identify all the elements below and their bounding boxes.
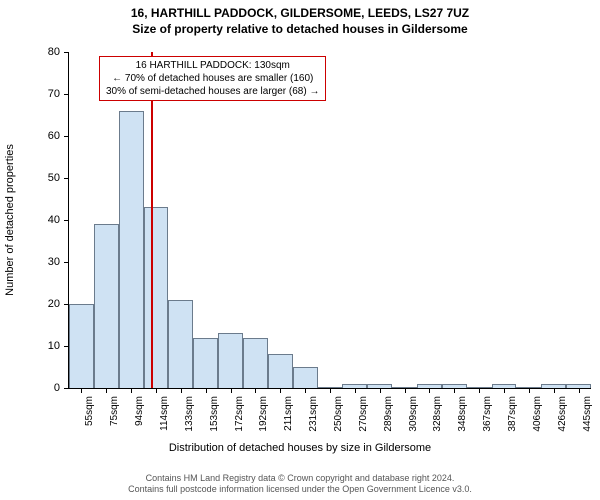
x-tick <box>479 388 480 393</box>
x-tick <box>429 388 430 393</box>
histogram-bar <box>193 338 218 388</box>
y-tick <box>64 220 69 221</box>
y-tick-label: 20 <box>48 298 60 310</box>
y-tick-label: 0 <box>54 382 60 394</box>
x-tick-label: 172sqm <box>234 396 245 432</box>
x-tick-label: 270sqm <box>358 396 369 432</box>
x-tick-label: 211sqm <box>283 396 294 431</box>
x-tick-label: 309sqm <box>408 396 419 432</box>
y-tick <box>64 136 69 137</box>
x-tick-label: 114sqm <box>159 396 170 431</box>
x-tick <box>330 388 331 393</box>
x-tick-label: 133sqm <box>184 396 195 432</box>
x-tick <box>305 388 306 393</box>
y-tick-label: 80 <box>48 46 60 58</box>
x-tick <box>181 388 182 393</box>
y-tick-label: 70 <box>48 88 60 100</box>
histogram-bar <box>218 333 243 388</box>
x-tick-label: 250sqm <box>333 396 344 432</box>
x-tick <box>255 388 256 393</box>
x-tick-label: 445sqm <box>582 396 593 432</box>
x-tick <box>206 388 207 393</box>
chart-title-1: 16, HARTHILL PADDOCK, GILDERSOME, LEEDS,… <box>0 6 600 20</box>
property-marker-line <box>151 52 153 388</box>
x-tick <box>156 388 157 393</box>
y-tick-label: 60 <box>48 130 60 142</box>
histogram-bar <box>243 338 268 388</box>
histogram-bar <box>69 304 94 388</box>
histogram-bar <box>168 300 193 388</box>
y-tick <box>64 178 69 179</box>
x-tick-label: 328sqm <box>432 396 443 432</box>
footer-line-2: Contains full postcode information licen… <box>128 484 472 494</box>
x-tick-label: 348sqm <box>457 396 468 432</box>
y-tick-label: 30 <box>48 256 60 268</box>
y-tick <box>64 262 69 263</box>
x-tick <box>454 388 455 393</box>
y-tick <box>64 94 69 95</box>
x-tick <box>579 388 580 393</box>
y-tick-label: 50 <box>48 172 60 184</box>
histogram-bar <box>293 367 318 388</box>
x-tick-label: 289sqm <box>383 396 394 432</box>
histogram-bar <box>268 354 293 388</box>
x-tick-label: 231sqm <box>308 396 319 432</box>
x-tick <box>81 388 82 393</box>
x-tick <box>529 388 530 393</box>
y-tick-label: 40 <box>48 214 60 226</box>
x-tick-label: 55sqm <box>84 396 95 426</box>
y-axis-label: Number of detached properties <box>4 144 16 296</box>
x-tick <box>554 388 555 393</box>
y-tick <box>64 388 69 389</box>
histogram-bar <box>119 111 144 388</box>
footer-line-1: Contains HM Land Registry data © Crown c… <box>146 473 455 483</box>
x-tick <box>504 388 505 393</box>
x-tick-label: 426sqm <box>557 396 568 432</box>
x-tick-label: 75sqm <box>109 396 120 426</box>
footer-text: Contains HM Land Registry data © Crown c… <box>0 473 600 496</box>
x-axis-label: Distribution of detached houses by size … <box>0 442 600 454</box>
x-tick <box>405 388 406 393</box>
x-tick-label: 192sqm <box>258 396 269 432</box>
histogram-bar <box>94 224 119 388</box>
x-tick <box>131 388 132 393</box>
x-tick <box>280 388 281 393</box>
x-tick <box>355 388 356 393</box>
x-tick-label: 367sqm <box>482 396 493 432</box>
x-tick <box>106 388 107 393</box>
x-tick-label: 153sqm <box>209 396 220 432</box>
chart-title-2: Size of property relative to detached ho… <box>0 22 600 36</box>
x-tick-label: 406sqm <box>532 396 543 432</box>
x-tick-label: 94sqm <box>134 396 145 426</box>
y-tick-label: 10 <box>48 340 60 352</box>
histogram-bar <box>144 207 169 388</box>
x-tick <box>231 388 232 393</box>
annotation-box: 16 HARTHILL PADDOCK: 130sqm← 70% of deta… <box>99 56 326 101</box>
plot-area: 16 HARTHILL PADDOCK: 130sqm← 70% of deta… <box>68 52 591 389</box>
y-tick <box>64 52 69 53</box>
x-tick-label: 387sqm <box>507 396 518 432</box>
x-tick <box>380 388 381 393</box>
